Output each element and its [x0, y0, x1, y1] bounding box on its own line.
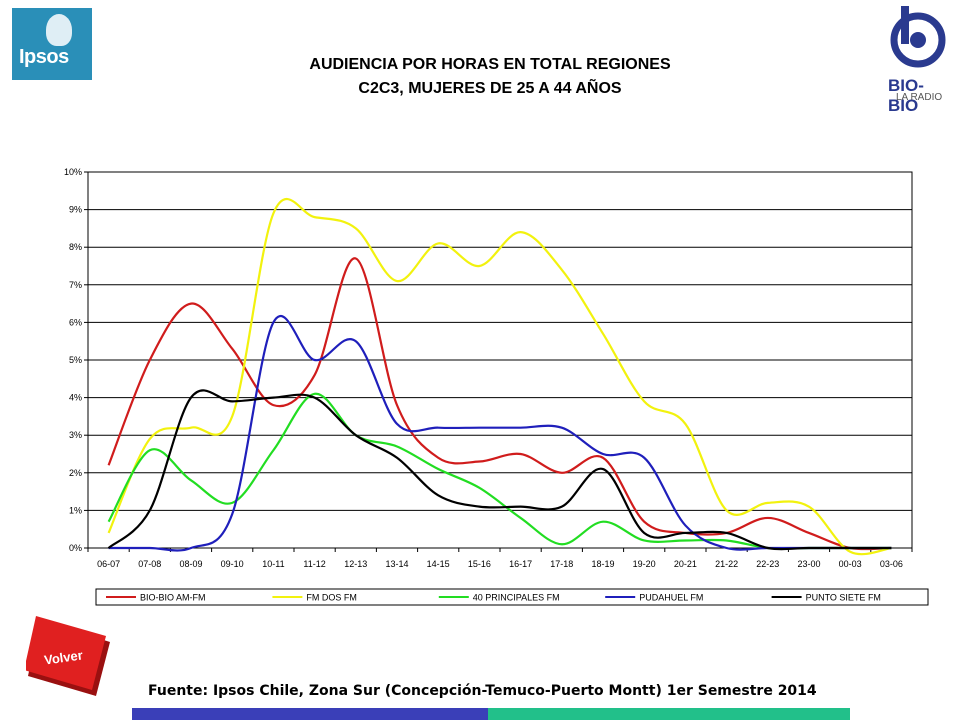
x-tick-label: 06-07: [97, 559, 120, 569]
legend-label: PUNTO SIETE FM: [806, 593, 881, 603]
footer-bar-left: [132, 708, 488, 720]
y-tick-label: 3%: [69, 430, 82, 440]
x-tick-label: 18-19: [591, 559, 614, 569]
ipsos-head-icon: [46, 14, 72, 46]
volver-button-shape: [24, 616, 110, 696]
x-tick-label: 20-21: [674, 559, 697, 569]
y-tick-label: 2%: [69, 468, 82, 478]
biobio-logo-text: BIO-BIO: [888, 76, 924, 115]
x-tick-label: 00-03: [839, 559, 862, 569]
chart-title-line2: C2C3, MUJERES DE 25 A 44 AÑOS: [358, 80, 622, 97]
y-tick-label: 5%: [69, 355, 82, 365]
series-line-punto-siete-fm: [107, 389, 892, 551]
series-line-bio-bio-am-fm: [107, 257, 892, 551]
series-line-pudahuel-fm: [108, 314, 892, 552]
legend-label: PUDAHUEL FM: [639, 593, 703, 603]
x-tick-label: 16-17: [509, 559, 532, 569]
ipsos-logo-text: Ipsos: [19, 46, 69, 68]
source-note: Fuente: Ipsos Chile, Zona Sur (Concepció…: [148, 683, 817, 699]
legend-label: FM DOS FM: [306, 593, 357, 603]
legend-box: [95, 588, 929, 606]
y-tick-label: 7%: [69, 280, 82, 290]
biobio-logo-subtext: LA RADIO: [896, 92, 943, 103]
x-tick-label: 09-10: [221, 559, 244, 569]
y-tick-label: 9%: [69, 205, 82, 215]
footer-bar-right: [488, 708, 850, 720]
x-tick-label: 10-11: [262, 559, 284, 569]
x-tick-label: 14-15: [427, 559, 450, 569]
x-tick-label: 22-23: [756, 559, 779, 569]
x-tick-label: 03-06: [880, 559, 903, 569]
series-line-fm-dos-fm: [107, 197, 892, 556]
legend-label: 40 PRINCIPALES FM: [473, 593, 560, 603]
y-tick-label: 10%: [64, 167, 82, 177]
y-tick-label: 6%: [69, 317, 82, 327]
y-tick-label: 0%: [69, 543, 82, 553]
y-tick-label: 4%: [69, 393, 82, 403]
x-tick-label: 12-13: [344, 559, 367, 569]
legend-label: BIO-BIO AM-FM: [140, 593, 206, 603]
x-tick-label: 21-22: [715, 559, 738, 569]
x-tick-label: 19-20: [633, 559, 656, 569]
volver-button[interactable]: [24, 612, 110, 696]
biobio-radio-icon: [890, 6, 946, 68]
x-tick-label: 17-18: [550, 559, 573, 569]
biobio-logo: BIO-BIO LA RADIO: [880, 6, 952, 115]
ipsos-logo: Ipsos: [12, 8, 92, 80]
x-tick-label: 07-08: [138, 559, 161, 569]
y-tick-label: 8%: [69, 242, 82, 252]
y-tick-label: 1%: [69, 505, 82, 515]
x-tick-label: 11-12: [303, 559, 325, 569]
x-tick-label: 08-09: [179, 559, 202, 569]
x-tick-label: 13-14: [385, 559, 408, 569]
x-tick-label: 23-00: [797, 559, 820, 569]
chart-title-line1: AUDIENCIA POR HORAS EN TOTAL REGIONES: [309, 56, 671, 73]
x-tick-label: 15-16: [468, 559, 491, 569]
